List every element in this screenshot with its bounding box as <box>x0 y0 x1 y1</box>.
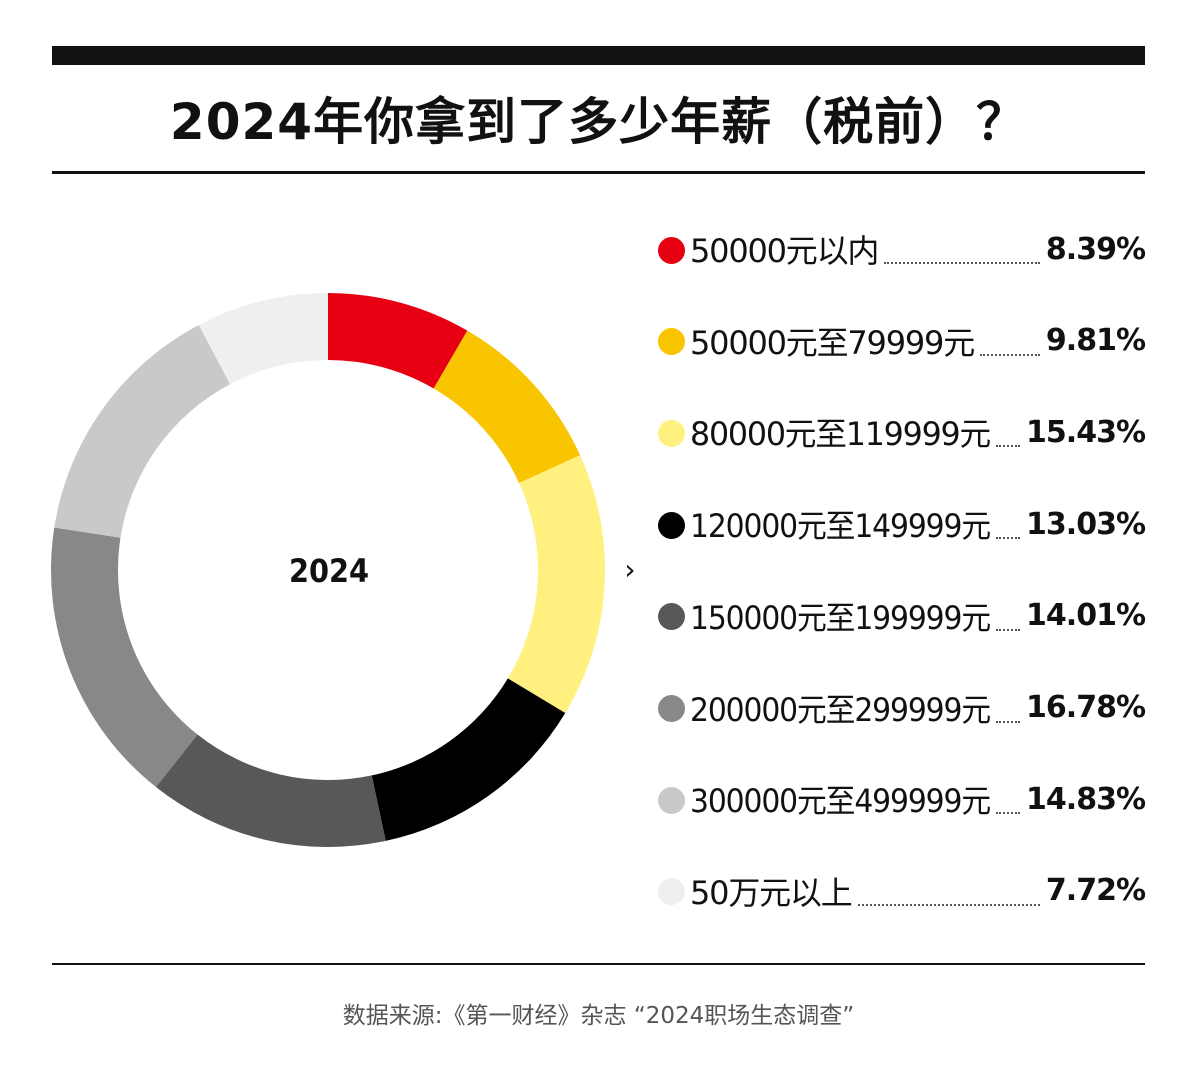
donut-slice-5 <box>155 734 386 847</box>
donut-slice-7 <box>54 324 231 538</box>
legend-label: 50000元以内 <box>690 232 879 270</box>
leader-dots <box>996 628 1021 631</box>
legend-label: 120000元至149999元 <box>690 507 991 546</box>
legend-value: 13.03% <box>1026 506 1146 542</box>
legend-label: 300000元至499999元 <box>690 782 991 821</box>
donut-slice-6 <box>50 527 198 788</box>
donut-slice-4 <box>371 678 566 841</box>
legend-label: 200000元至299999元 <box>690 690 991 729</box>
legend-item: 200000元至299999元 16.78% <box>658 662 1146 754</box>
legend-swatch <box>658 419 685 447</box>
legend-value: 14.83% <box>1026 781 1146 817</box>
leader-dots <box>996 445 1021 448</box>
donut-slice-2 <box>433 330 581 483</box>
legend-item: 50万元以上 7.72% <box>658 845 1146 937</box>
legend-swatch <box>658 511 685 539</box>
legend-swatch <box>658 328 685 356</box>
legend-label: 80000元至119999元 <box>690 415 991 454</box>
leader-dots <box>884 262 1040 264</box>
donut-slice-8 <box>198 293 328 385</box>
legend-value: 14.01% <box>1026 598 1146 634</box>
donut-center-label: 2024 <box>288 552 370 590</box>
top-bar <box>52 46 1145 65</box>
legend-swatch <box>658 878 685 906</box>
legend-value: 9.81% <box>1045 323 1146 359</box>
legend-value: 16.78% <box>1026 690 1146 725</box>
legend-swatch <box>658 695 685 722</box>
legend-item: 120000元至149999元 13.03% <box>658 478 1146 570</box>
title-rule <box>52 171 1145 174</box>
source-note: 数据来源:《第一财经》杂志 “2024职场生态调查” <box>342 1003 855 1029</box>
chart-title: 2024年你拿到了多少年薪（税前）？ <box>169 93 1028 151</box>
leader-dots <box>857 903 1040 906</box>
donut-slice-3 <box>507 455 605 713</box>
legend-item: 150000元至199999元 14.01% <box>658 570 1146 662</box>
legend-item: 80000元至119999元 15.43% <box>658 386 1146 478</box>
legend-item: 50000元以内 8.39% <box>658 203 1146 295</box>
legend-value: 15.43% <box>1026 414 1146 450</box>
legend-value: 7.72% <box>1045 873 1146 909</box>
chevron-right-icon: › <box>624 553 636 586</box>
legend-value: 8.39% <box>1045 231 1146 267</box>
legend-label: 50万元以上 <box>690 873 853 912</box>
leader-dots <box>996 537 1021 540</box>
legend-swatch <box>658 786 685 814</box>
donut-slice-1 <box>328 293 468 389</box>
legend-item: 50000元至79999元 9.81% <box>658 295 1146 387</box>
legend-label: 150000元至199999元 <box>690 598 991 637</box>
legend-swatch <box>658 236 685 264</box>
leader-dots <box>996 720 1021 723</box>
legend-label: 50000元至79999元 <box>690 323 975 362</box>
leader-dots <box>996 812 1021 815</box>
footer-rule <box>52 963 1145 965</box>
legend-swatch <box>658 603 685 631</box>
legend-item: 300000元至499999元 14.83% <box>658 753 1146 845</box>
leader-dots <box>980 353 1040 356</box>
